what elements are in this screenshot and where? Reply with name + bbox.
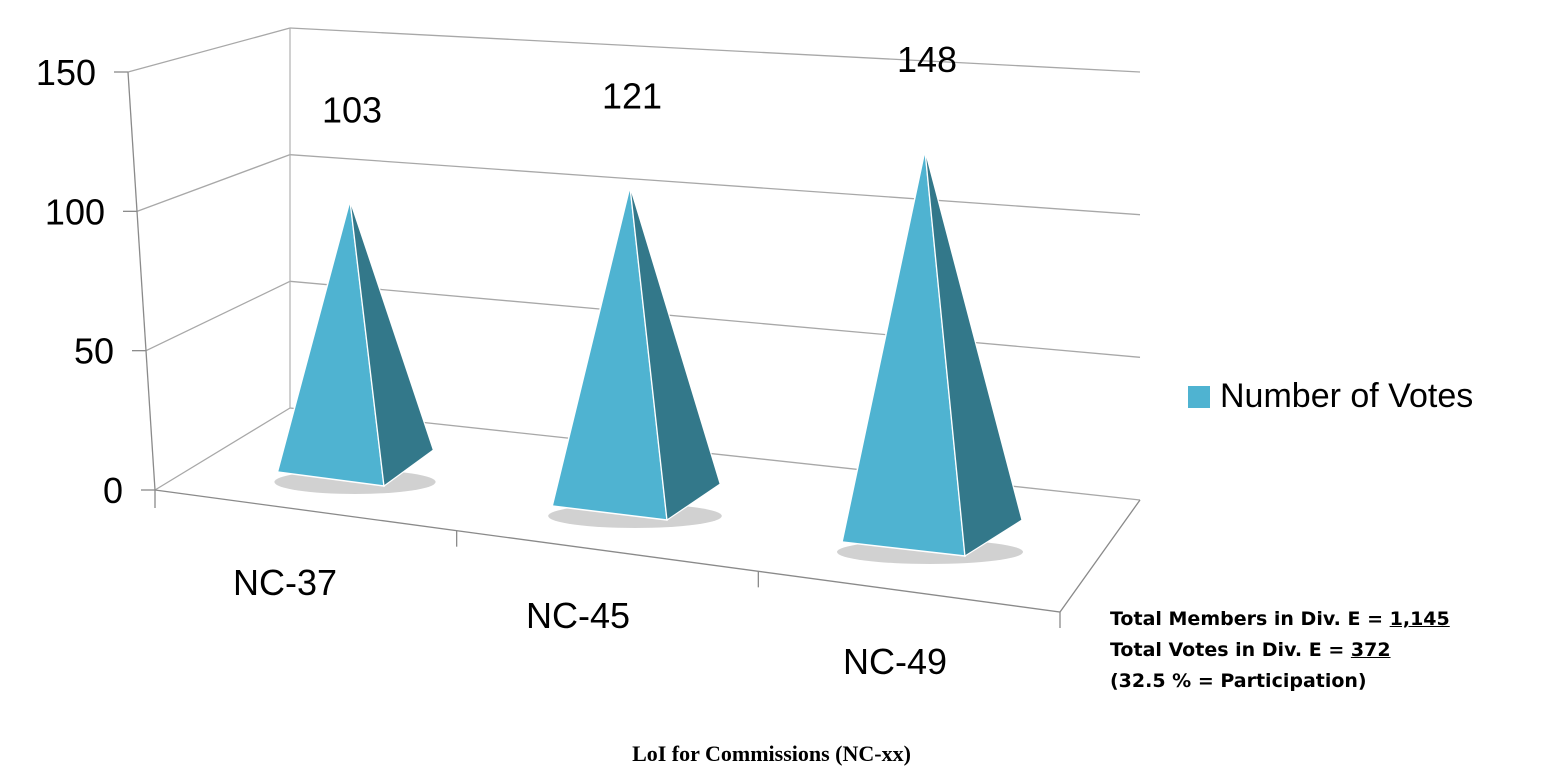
chart-labels: 0 50 100 150 103 121 148 NC-37 NC-45 NC-49 — [36, 39, 957, 682]
category-label: NC-45 — [526, 595, 630, 636]
gridline-side — [136, 154, 291, 212]
total-members-label: Total Members in Div. E = — [1110, 608, 1390, 630]
total-votes-value: 372 — [1350, 639, 1391, 661]
chart-grid — [114, 27, 1141, 501]
ytick-label: 150 — [36, 52, 96, 93]
total-members-line: Total Members in Div. E = 1,145 — [1110, 604, 1450, 635]
total-votes-label: Total Votes in Div. E = — [1110, 639, 1351, 661]
bar-side-NC-37 — [349, 200, 435, 488]
gridline-side — [154, 407, 291, 491]
gridline-back — [289, 280, 1141, 358]
chart-bars — [274, 149, 1023, 564]
gridline-side — [145, 280, 291, 352]
data-label: 103 — [322, 89, 382, 130]
total-votes-line: Total Votes in Div. E = 372 — [1110, 635, 1450, 666]
chart-floor — [154, 489, 1141, 628]
gridline-back — [289, 27, 1141, 73]
total-members-value: 1,145 — [1389, 608, 1450, 630]
category-label: NC-49 — [843, 641, 947, 682]
ytick-label: 0 — [103, 470, 123, 511]
category-label: NC-37 — [233, 562, 337, 603]
data-label: 121 — [602, 75, 662, 116]
legend: Number of Votes — [1188, 377, 1473, 416]
bar-side-NC-45 — [629, 186, 721, 522]
chart-caption: LoI for Commissions (NC-xx) — [632, 741, 911, 766]
y-axis-line — [127, 71, 156, 491]
legend-label: Number of Votes — [1220, 377, 1474, 415]
legend-swatch — [1188, 385, 1210, 408]
gridline-back — [289, 154, 1141, 216]
data-label: 148 — [897, 39, 957, 80]
bar-side-NC-49 — [924, 149, 1023, 558]
ytick-label: 100 — [45, 191, 105, 232]
participation-line: (32.5 % = Participation) — [1110, 670, 1367, 692]
gridline-side — [127, 27, 291, 73]
summary-notes: Total Members in Div. E = 1,145 Total Vo… — [1110, 604, 1450, 697]
ytick-label: 50 — [74, 331, 114, 372]
